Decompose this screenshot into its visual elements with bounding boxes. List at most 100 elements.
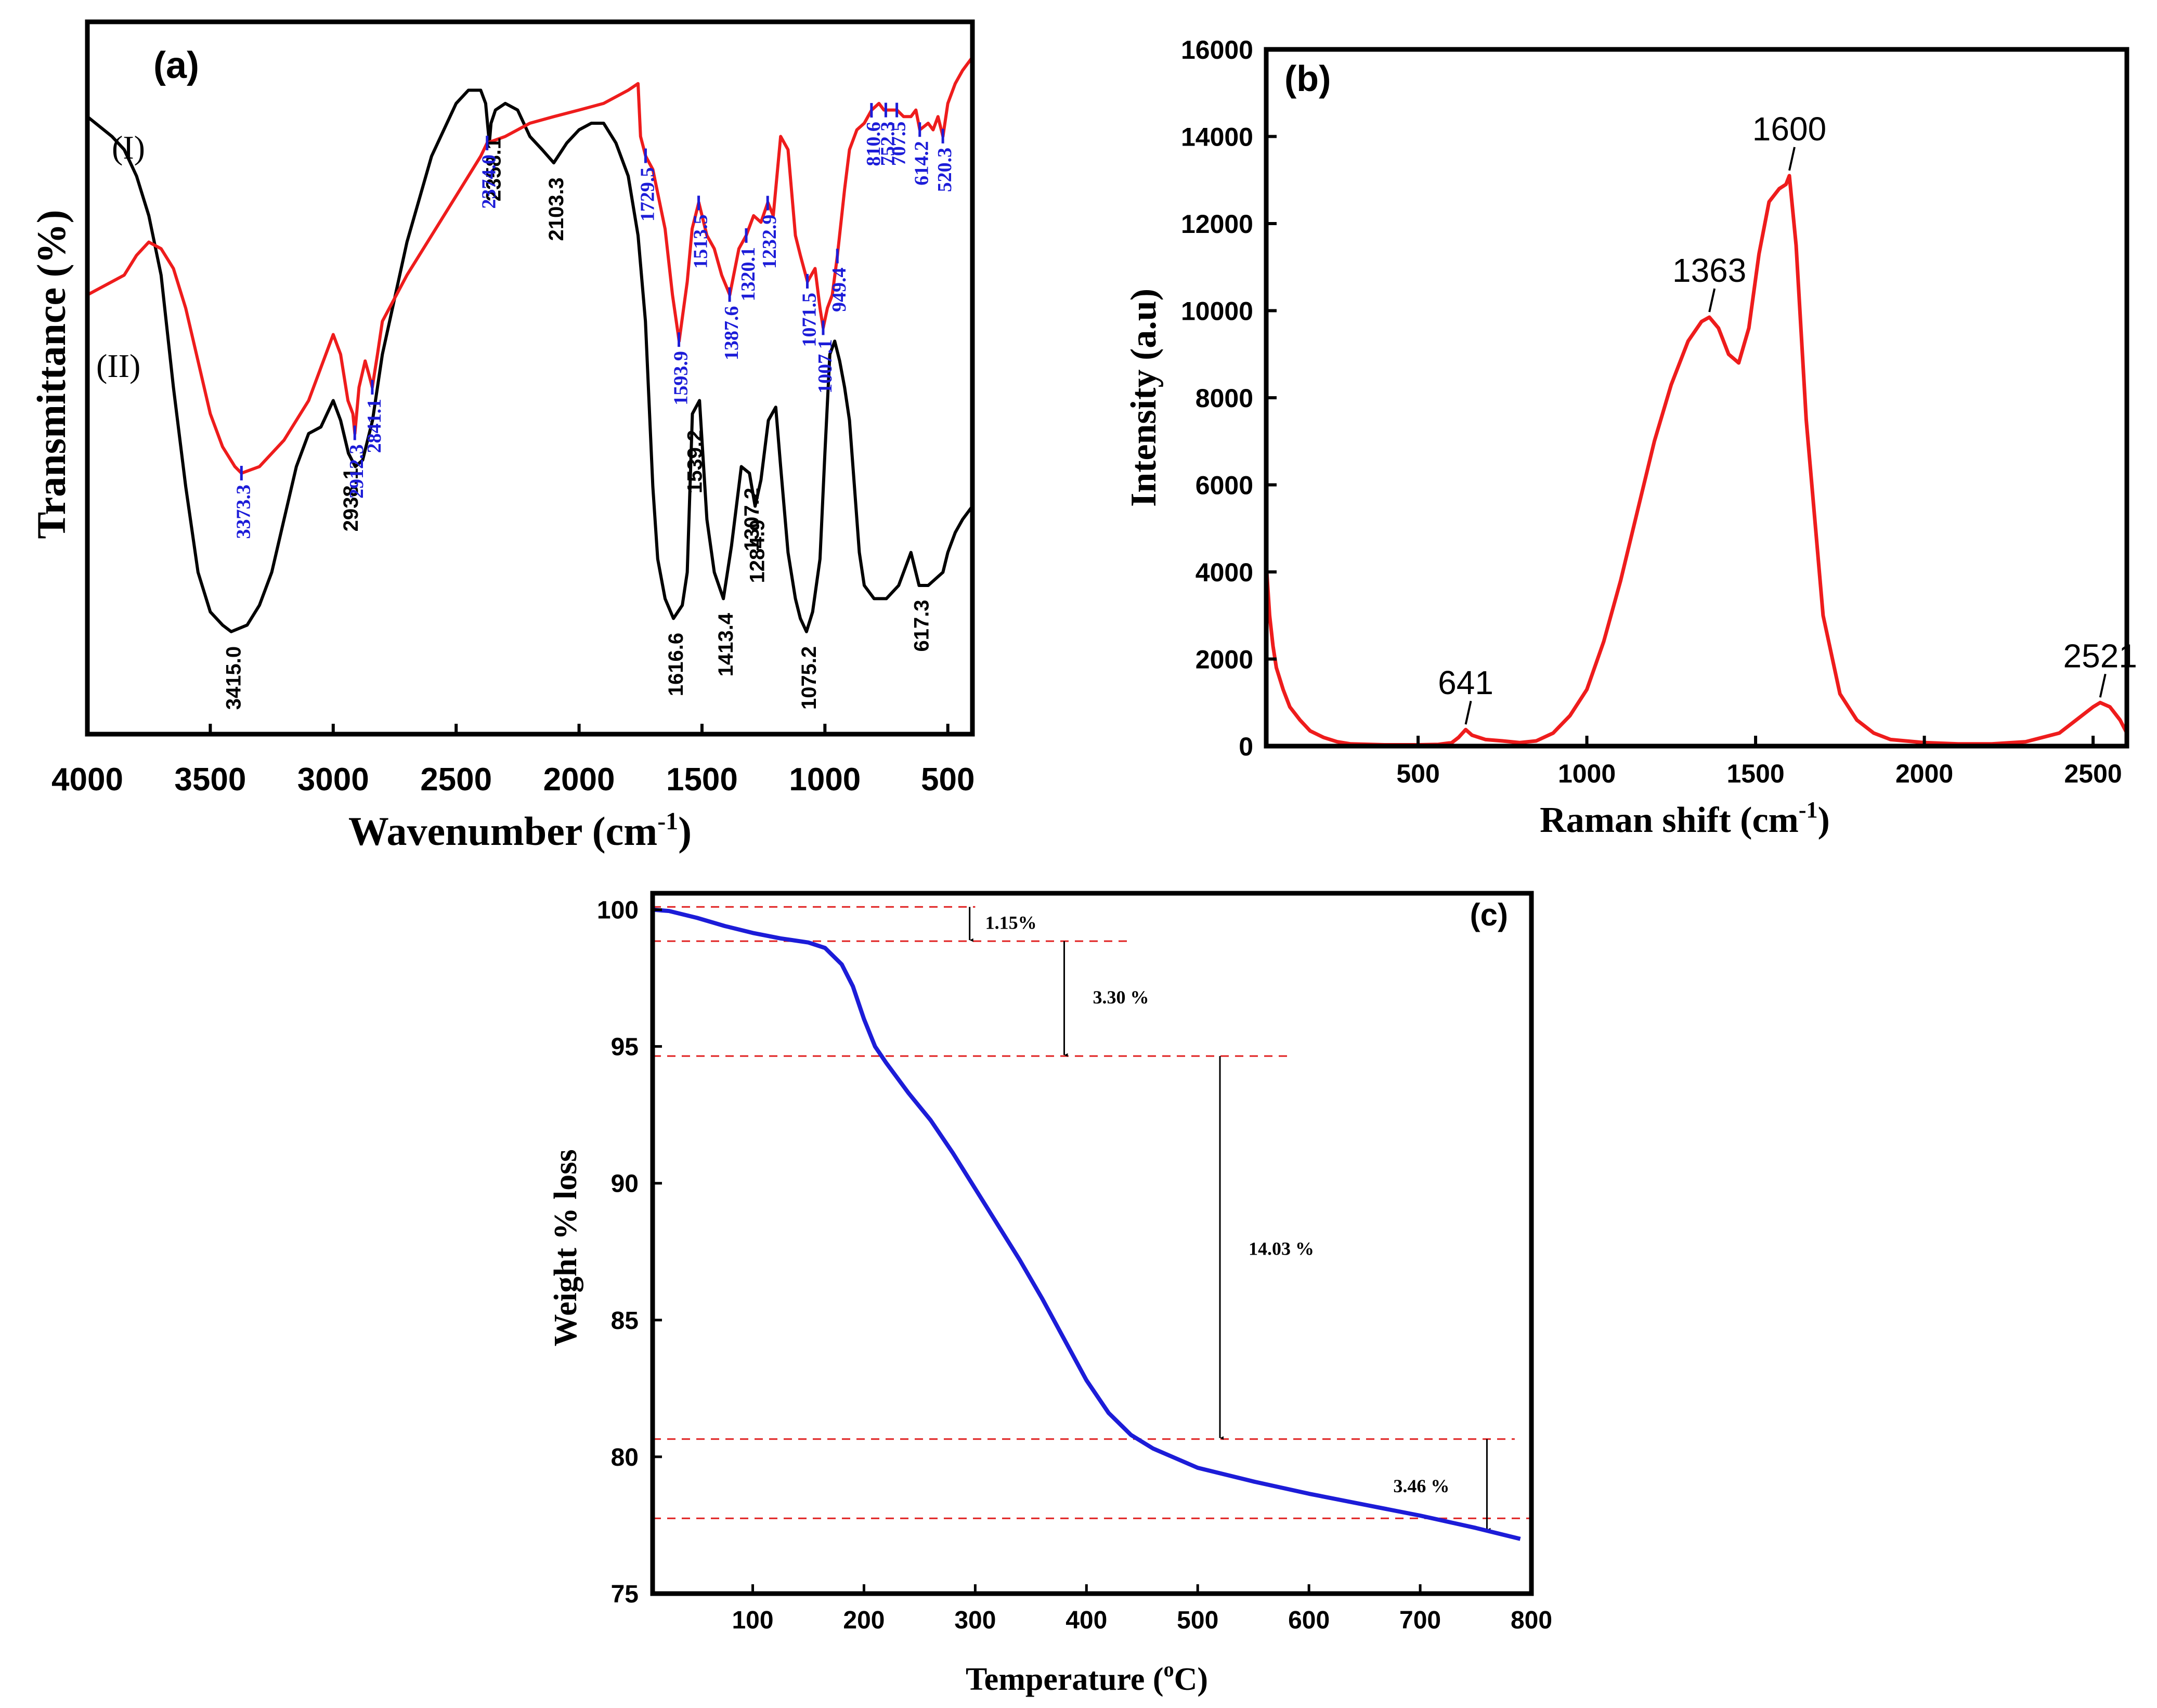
ftir-annotation-blue: 1729.5 (636, 167, 658, 222)
ftir-x-axis-title: Wavenumber (cm-1) (348, 807, 692, 854)
ftir-y-axis-title: Transmittance (%) (29, 210, 74, 539)
raman-x-axis-title: Raman shift (cm-1) (1540, 797, 1830, 840)
raman-x-tick-label: 2000 (1895, 759, 1953, 788)
ftir-series (86, 56, 974, 633)
tga-dashed-levels (653, 906, 1531, 1519)
tga-y-tick-label: 95 (611, 1034, 639, 1061)
raman-peak-leader (1788, 147, 1796, 171)
raman-peak-leader (1464, 700, 1472, 725)
ftir-annotation-black: 1307.2 (740, 488, 763, 551)
ftir-annotation-blue: 1387.6 (721, 306, 743, 361)
tga-y-tick-label: 80 (611, 1444, 639, 1471)
raman-y-tick-label: 16000 (1181, 35, 1253, 64)
tga-y-ticks: 75 80 85 90 95 100 (597, 897, 662, 1608)
ftir-annotation-black: 617.3 (910, 599, 933, 651)
ftir-x-tick-label: 3500 (174, 762, 246, 798)
tga-x-tick-label: 300 (954, 1607, 996, 1634)
ftir-peak-annotations: 3415.02938.12358.12103.31616.61539.21413… (223, 102, 956, 710)
tga-x-axis-title: Temperature (oC) (966, 1658, 1208, 1697)
ftir-annotation-blue: 2912.3 (346, 444, 368, 499)
ftir-annotation-blue: 810.6 (863, 122, 885, 166)
ftir-plot-frame (85, 19, 975, 737)
ftir-x-ticks: 4000 3500 3000 2500 2000 1500 1000 500 (51, 724, 974, 798)
ftir-annotation-black: 1616.6 (665, 633, 687, 696)
ftir-x-tick-label: 3000 (297, 762, 369, 798)
tga-y-axis-title: Weight % loss (548, 1150, 583, 1347)
raman-y-axis-title: Intensity (a.u) (1124, 289, 1164, 507)
ftir-series-1-line (86, 88, 974, 633)
raman-x-tick-label: 1500 (1726, 759, 1784, 788)
raman-y-tick-label: 0 (1239, 732, 1253, 761)
ftir-annotation-blue: 1320.1 (737, 247, 759, 302)
raman-x-axis-title-main: Raman shift (cm (1540, 800, 1799, 840)
tga-x-tick-label: 700 (1399, 1607, 1441, 1634)
tga-x-axis-title-sup: o (1164, 1658, 1174, 1681)
tga-series (652, 907, 1521, 1541)
ftir-x-tick-label: 4000 (51, 762, 123, 798)
ftir-annotation-black: 3415.0 (223, 646, 245, 710)
ftir-x-tick-label: 1000 (789, 762, 861, 798)
tga-step-label: 3.30 % (1093, 987, 1149, 1008)
tga-x-ticks: 100 200 300 400 500 600 700 800 (732, 1584, 1552, 1634)
ftir-annotation-blue: 1007.1 (814, 339, 836, 394)
ftir-x-tick-label: 2000 (543, 762, 615, 798)
ftir-panel: (a) (I) (II) 3415.02938.12358.12103.3161… (29, 19, 975, 854)
tga-plot-frame (650, 891, 1534, 1596)
panel-label-a: (a) (153, 45, 199, 86)
ftir-x-axis-title-sup: -1 (657, 807, 678, 835)
tga-panel: 1.15% 3.30 % 14.03 % 3.46 % (c) 100 200 300 40… (548, 891, 1552, 1697)
raman-series (1264, 174, 2129, 747)
ftir-x-tick-label: 2500 (420, 762, 492, 798)
raman-x-ticks: 500 1000 1500 2000 2500 (1396, 736, 2122, 788)
tga-step-label: 1.15% (985, 912, 1037, 933)
ftir-annotation-blue: 520.3 (934, 148, 956, 192)
ftir-annotation-blue: 1593.9 (670, 351, 692, 406)
ftir-annotation-blue: 1071.5 (799, 293, 821, 347)
tga-x-tick-label: 100 (732, 1607, 773, 1634)
ftir-annotation-black: 1075.2 (798, 646, 821, 710)
tga-x-tick-label: 600 (1288, 1607, 1330, 1634)
raman-y-ticks: 0 2000 4000 6000 8000 10000 12000 14000 16000 (1181, 35, 1277, 761)
raman-y-tick-label: 4000 (1196, 558, 1253, 587)
panel-label-b: (b) (1284, 58, 1331, 99)
tga-x-tick-label: 800 (1511, 1607, 1552, 1634)
raman-x-axis-title-close: ) (1818, 800, 1830, 840)
raman-x-tick-label: 500 (1396, 759, 1439, 788)
raman-y-tick-label: 12000 (1181, 210, 1253, 239)
raman-y-tick-label: 8000 (1196, 384, 1253, 413)
ftir-annotation-blue: 1232.9 (759, 215, 781, 269)
raman-x-tick-label: 1000 (1558, 759, 1616, 788)
raman-plot-frame (1264, 47, 2129, 749)
tga-step-arrows: 1.15% 3.30 % 14.03 % 3.46 % (969, 907, 1491, 1532)
ftir-annotation-blue: 707.5 (888, 122, 910, 166)
ftir-annotation-blue: 614.2 (911, 141, 933, 186)
raman-peak-label: 1363 (1672, 252, 1746, 289)
raman-y-tick-label: 10000 (1181, 297, 1253, 326)
ftir-annotation-black: 2938.1 (340, 468, 362, 531)
ftir-x-tick-label: 500 (921, 762, 974, 798)
ftir-annotation-blue: 2841.1 (363, 399, 385, 453)
tga-series-line (652, 907, 1521, 1541)
tga-step-label: 3.46 % (1393, 1476, 1449, 1496)
tga-y-tick-label: 85 (611, 1307, 639, 1335)
ftir-annotation-black: 1284.9 (746, 519, 769, 583)
ftir-annotation-black: 2103.3 (545, 177, 568, 241)
ftir-annotation-blue: 3373.3 (232, 485, 254, 539)
raman-peak-label: 641 (1438, 664, 1493, 701)
tga-y-tick-label: 75 (611, 1581, 639, 1608)
ftir-x-axis-title-main: Wavenumber (cm (348, 809, 657, 854)
panel-label-c: (c) (1470, 897, 1508, 932)
series-label-II: (II) (96, 347, 140, 384)
ftir-annotation-blue: 752.3 (877, 122, 899, 166)
tga-x-axis-title-main: Temperature ( (966, 1662, 1164, 1697)
tga-x-tick-label: 500 (1177, 1607, 1218, 1634)
ftir-annotation-black: 1539.2 (683, 430, 706, 493)
ftir-annotation-blue: 1513.5 (690, 214, 712, 268)
raman-x-axis-title-sup: -1 (1799, 797, 1818, 823)
ftir-x-axis-title-close: ) (678, 809, 692, 854)
raman-series-line (1264, 174, 2129, 747)
tga-y-tick-label: 90 (611, 1170, 639, 1198)
